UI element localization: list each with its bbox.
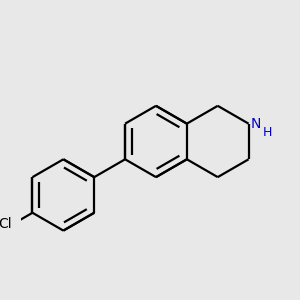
Text: Cl: Cl — [0, 217, 12, 231]
Text: N: N — [251, 117, 262, 131]
Text: H: H — [262, 126, 272, 139]
